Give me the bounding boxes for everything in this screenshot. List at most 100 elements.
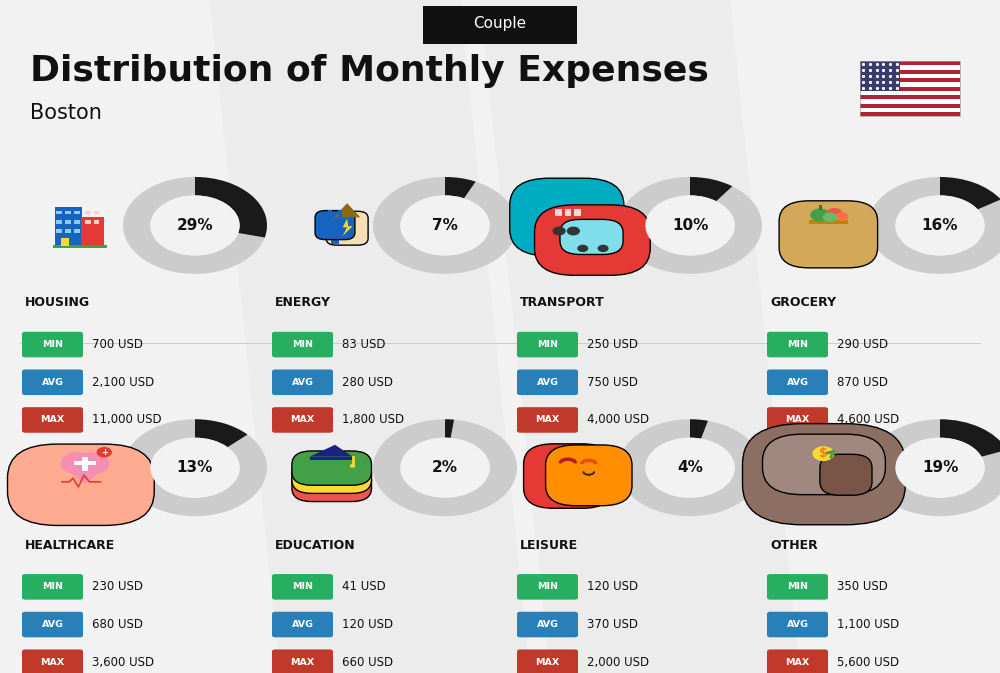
Text: MIN: MIN [537,582,558,592]
FancyBboxPatch shape [517,332,578,357]
Wedge shape [445,177,476,199]
Text: AVG: AVG [536,620,558,629]
Bar [565,209,571,216]
Circle shape [598,245,609,252]
Bar [310,456,353,460]
Bar [555,209,562,216]
Bar [860,70,960,74]
Wedge shape [940,177,1000,209]
Bar [74,461,96,465]
Text: 350 USD: 350 USD [837,580,888,594]
Polygon shape [310,445,353,456]
Bar [860,61,960,65]
Text: 750 USD: 750 USD [587,376,638,389]
FancyBboxPatch shape [767,332,828,357]
FancyBboxPatch shape [767,369,828,395]
Bar [860,104,960,108]
Text: 230 USD: 230 USD [92,580,143,594]
Circle shape [350,464,355,468]
FancyBboxPatch shape [510,178,624,256]
Wedge shape [373,177,517,274]
FancyBboxPatch shape [272,332,333,357]
Text: MIN: MIN [537,340,558,349]
FancyBboxPatch shape [22,332,83,357]
Text: MIN: MIN [787,582,808,592]
Text: AVG: AVG [786,620,808,629]
Bar [331,233,339,244]
Text: 1,100 USD: 1,100 USD [837,618,899,631]
FancyBboxPatch shape [517,649,578,673]
Circle shape [150,437,240,498]
Bar [65,229,71,233]
FancyBboxPatch shape [517,574,578,600]
Bar [328,210,332,217]
Bar [82,456,88,471]
FancyBboxPatch shape [292,451,372,485]
Text: 41 USD: 41 USD [342,580,386,594]
Text: $: $ [819,447,828,460]
Text: 290 USD: 290 USD [837,338,888,351]
Text: AVG: AVG [42,378,64,387]
Polygon shape [61,466,109,483]
Bar [574,209,581,216]
Bar [860,61,960,116]
Circle shape [810,209,830,222]
Polygon shape [480,0,800,673]
FancyBboxPatch shape [292,459,372,493]
Bar [74,220,80,223]
FancyBboxPatch shape [535,205,650,275]
FancyBboxPatch shape [767,574,828,600]
Text: EDUCATION: EDUCATION [275,538,356,552]
Text: MAX: MAX [785,658,810,667]
Text: Distribution of Monthly Expenses: Distribution of Monthly Expenses [30,54,709,87]
Bar [860,112,960,116]
Text: AVG: AVG [42,620,64,629]
Text: MIN: MIN [787,340,808,349]
FancyBboxPatch shape [767,407,828,433]
Bar [55,207,82,246]
Text: 700 USD: 700 USD [92,338,143,351]
Text: 19%: 19% [922,460,958,475]
Bar [860,83,960,87]
Circle shape [567,227,580,236]
Circle shape [400,437,490,498]
Polygon shape [210,0,530,673]
Text: MAX: MAX [40,658,65,667]
Wedge shape [868,419,1000,516]
Text: HEALTHCARE: HEALTHCARE [25,538,115,552]
Text: 660 USD: 660 USD [342,656,393,669]
FancyBboxPatch shape [517,407,578,433]
FancyBboxPatch shape [315,211,355,240]
Text: LEISURE: LEISURE [520,538,578,552]
Text: 11,000 USD: 11,000 USD [92,413,162,427]
Text: MIN: MIN [292,340,313,349]
Circle shape [895,437,985,498]
Bar [94,211,99,214]
FancyBboxPatch shape [517,369,578,395]
FancyBboxPatch shape [517,612,578,637]
Wedge shape [445,419,454,438]
Bar [860,78,960,83]
FancyBboxPatch shape [546,445,632,505]
Text: 7%: 7% [432,218,458,233]
Text: 2,100 USD: 2,100 USD [92,376,154,389]
Text: 2,000 USD: 2,000 USD [587,656,649,669]
Circle shape [150,195,240,256]
Wedge shape [618,177,762,274]
Wedge shape [123,419,267,516]
Text: 2%: 2% [432,460,458,475]
Text: 5,600 USD: 5,600 USD [837,656,899,669]
Text: 680 USD: 680 USD [92,618,143,631]
Bar [56,211,62,214]
Circle shape [552,227,566,236]
FancyBboxPatch shape [423,6,577,44]
Wedge shape [195,177,267,238]
Text: Couple: Couple [473,16,527,31]
Wedge shape [195,419,247,447]
Text: 13%: 13% [177,460,213,475]
Bar [74,229,80,233]
FancyBboxPatch shape [272,407,333,433]
Text: 10%: 10% [672,218,708,233]
Circle shape [76,452,109,474]
Circle shape [836,212,849,221]
